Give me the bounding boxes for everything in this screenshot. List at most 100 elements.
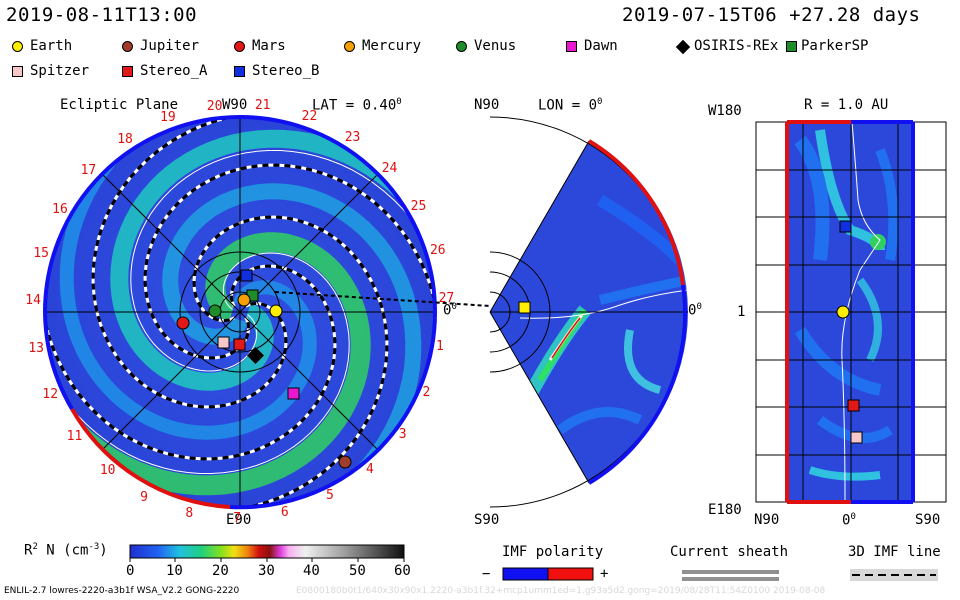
colorbar-ticks [129,558,405,562]
rim-number: 12 [42,387,59,403]
stereo-b-marker [240,269,253,282]
stereo-a-marker-icon [122,66,133,77]
imf-positive-swatch [547,567,594,581]
legend-item-dawn: Dawn [566,38,618,54]
jupiter-marker-icon [122,41,133,52]
rim-number: 8 [185,505,194,521]
legend-item-jupiter: Jupiter [122,38,199,54]
legend-label: Spitzer [30,63,90,79]
legend-label: ParkerSP [801,38,869,54]
right-zero: 0 [443,302,452,319]
radius-top-left-label: W180 [708,103,742,119]
left-timestamp: 2019-08-11T13:00 [6,4,198,26]
legend-label: OSIRIS-REx [694,38,779,54]
ecliptic-plane-plot [42,115,491,510]
rim-number: 1 [436,338,444,354]
rim-number: 15 [33,245,49,261]
lat-value: LAT = 0.40 [312,97,397,114]
dawn-marker-icon [566,41,577,52]
cb-sup: 2 [32,542,38,552]
meridional-structures [519,194,688,435]
imf-negative-swatch [502,567,549,581]
meridional-bottom-label: S90 [474,512,500,528]
rim-number: 2 [422,384,431,400]
meridional-rim-positive [587,139,685,286]
lat-degree: 0 [396,97,402,107]
meridional-top-label: N90 [474,97,500,113]
stereo-b-radius-marker [839,220,852,233]
ecliptic-title: Ecliptic Plane [60,97,179,113]
ecliptic-rim-positive [70,408,231,509]
mars-marker-icon [234,41,245,52]
ecliptic-lat-label: LAT = 0.400 [312,97,402,114]
lon-value: LON = 0 [538,97,598,114]
radius-plot [755,120,947,504]
cb-r: R [24,542,33,559]
stereo-a-radius-marker [847,399,860,412]
legend-item-venus: Venus [456,38,516,54]
legend-label: Venus [474,38,517,54]
imf-white-line [45,235,350,474]
ecliptic-top-label: W90 [222,97,248,113]
imf-plus: + [600,566,609,582]
legend-label: Jupiter [140,38,200,54]
lon-degree: 0 [597,97,603,107]
venus-marker-icon [456,41,467,52]
right-timestamp: 2019-07-15T06 +27.28 days [622,4,921,26]
earth-radius-marker [836,305,850,319]
radius-bottom-n90: N90 [754,512,780,528]
rim-number: 21 [254,98,271,114]
legend-item-mercury: Mercury [344,38,421,54]
imf-line-title: 3D IMF line [848,544,941,560]
colorbar-tick-40: 40 [303,563,320,579]
colorbar-tick-10: 10 [166,563,183,579]
rim-number: 24 [381,161,398,177]
radius-bottom-left-label: E180 [708,502,742,518]
colorbar-label: R2 N (cm-3) [24,542,108,559]
colorbar-tick-0: 0 [126,563,135,579]
legend-label: Earth [30,38,73,54]
legend-label: Mercury [362,38,422,54]
rim-number: 4 [365,461,374,477]
legend-label: Mars [252,38,286,54]
rim-number: 18 [117,131,133,147]
imf-polarity-title: IMF polarity [502,544,604,560]
stereo-a-marker [233,338,246,351]
meridional-right-label: 00 [688,302,702,319]
cb-rest: N (cm [37,542,89,559]
legend-item-mars: Mars [234,38,286,54]
rim-number: 20 [206,98,223,114]
legend-item-earth: Earth [12,38,72,54]
radius-title: R = 1.0 AU [804,97,889,113]
footer-faint: E0800180b0t1/640x30x90x1.2220-a3b1f.32+m… [296,586,826,596]
density-colorbar [129,544,405,559]
radius-bottom-zero: 00 [842,512,856,529]
stereo-b-marker-icon [234,66,245,77]
mars-marker [176,316,190,330]
earth-marker-icon [12,41,23,52]
mercury-marker-icon [344,41,355,52]
rim-number: 14 [25,293,41,309]
right-degree: 0 [451,302,457,312]
colorbar-tick-50: 50 [349,563,366,579]
rim-number: 23 [344,130,361,146]
parkersp-marker-icon [786,41,797,52]
imf-minus: − [482,566,491,582]
mer-right-degree: 0 [696,302,702,312]
rim-number: 3 [398,426,407,442]
colorbar-tick-20: 20 [212,563,229,579]
rim-number: 6 [280,505,289,521]
cb-rest-sup: -3 [88,542,100,552]
rim-number: 5 [325,488,334,504]
imf-line-icon [850,569,938,581]
radius-bottom-s90: S90 [915,512,941,528]
rim-number: 13 [28,341,44,357]
rim-number: 7 [233,510,242,526]
spitzer-marker [217,336,230,349]
current-sheath-icon [682,570,779,581]
colorbar-tick-30: 30 [258,563,275,579]
legend-label: Stereo_A [140,63,208,79]
colorbar-tick-60: 60 [394,563,411,579]
osiris-rex-marker [247,347,264,364]
